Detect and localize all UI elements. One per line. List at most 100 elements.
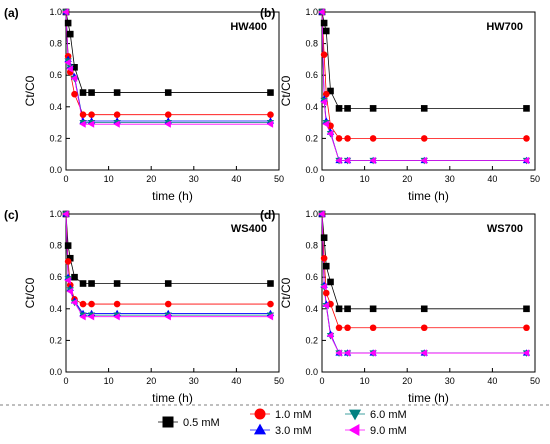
data-point — [343, 349, 351, 357]
data-point — [327, 278, 334, 286]
data-point — [318, 8, 325, 16]
x-tick-label: 30 — [445, 376, 455, 386]
y-axis-label: Ct/C0 — [279, 277, 293, 308]
data-point — [320, 19, 328, 27]
data-point — [164, 313, 171, 321]
data-point — [64, 19, 72, 27]
x-tick-label: 20 — [402, 376, 412, 386]
plot-frame — [65, 11, 280, 171]
data-point — [267, 111, 274, 118]
legend-marker — [162, 416, 174, 428]
data-point — [87, 313, 95, 321]
data-point — [66, 254, 74, 262]
data-point — [344, 105, 351, 112]
data-point — [71, 90, 78, 98]
data-point — [335, 135, 343, 142]
data-point — [266, 120, 274, 128]
data-point — [322, 262, 330, 270]
data-point — [62, 210, 69, 218]
data-point — [267, 300, 274, 308]
panel-letter: (b) — [260, 6, 275, 20]
data-point — [113, 111, 121, 118]
y-axis-label: Ct/C0 — [279, 75, 293, 106]
data-point — [335, 105, 343, 112]
data-point — [523, 305, 530, 313]
data-point — [267, 280, 274, 287]
y-tick-label: 0.6 — [305, 70, 318, 80]
y-tick-label: 1.0 — [49, 7, 62, 17]
data-point — [344, 135, 351, 142]
panel-title: HW700 — [486, 21, 523, 33]
x-tick-label: 20 — [402, 174, 412, 184]
data-point — [164, 280, 172, 287]
data-point — [335, 349, 342, 357]
data-point — [113, 89, 121, 96]
panel-title: WS400 — [231, 223, 267, 235]
data-point — [326, 332, 334, 340]
x-axis-label: time (h) — [408, 391, 449, 405]
panel-letter: (d) — [260, 208, 275, 222]
y-axis-label: Ct/C0 — [23, 75, 37, 106]
y-tick-label: 0.8 — [49, 241, 62, 251]
data-point — [164, 120, 171, 128]
data-point — [66, 30, 74, 38]
y-axis-label: Ct/C0 — [23, 277, 37, 308]
data-point — [523, 135, 530, 142]
chart-panel-3: 0 10 20 30 40 50 0.0 0.2 0.4 0.6 0.8 1.0 time (h) Ct/… — [4, 208, 284, 405]
data-point — [343, 156, 351, 165]
legend-marker — [348, 409, 362, 421]
x-tick-label: 30 — [445, 174, 455, 184]
x-axis-label: time (h) — [408, 189, 449, 203]
data-point — [335, 305, 343, 313]
data-point — [320, 254, 328, 262]
data-point — [523, 324, 530, 332]
legend-label: 1.0 mM — [275, 409, 312, 421]
y-tick-label: 0.8 — [305, 241, 318, 251]
x-tick-label: 50 — [530, 376, 540, 386]
data-point — [420, 156, 427, 165]
data-point — [66, 65, 73, 73]
data-point — [64, 58, 71, 67]
data-point — [113, 280, 121, 287]
panel-letter: (c) — [4, 208, 19, 222]
data-point — [322, 289, 330, 297]
y-tick-label: 0.0 — [305, 367, 318, 377]
data-point — [79, 120, 86, 128]
legend-label: 6.0 mM — [370, 409, 407, 421]
data-point — [320, 51, 328, 58]
data-point — [523, 105, 530, 112]
x-axis-label: time (h) — [152, 189, 193, 203]
data-point — [266, 313, 274, 321]
data-point — [522, 349, 530, 357]
panel-letter: (a) — [4, 6, 19, 20]
x-tick-label: 40 — [487, 376, 497, 386]
x-tick-label: 20 — [146, 174, 156, 184]
data-point — [522, 156, 530, 165]
legend: 0.5 mM 1.0 mM 3.0 mM 6.0 mM 9.0 mM — [158, 408, 407, 437]
data-point — [113, 313, 120, 321]
data-point — [369, 349, 376, 357]
y-tick-label: 0.6 — [305, 272, 318, 282]
data-point — [79, 89, 87, 96]
data-point — [322, 302, 329, 310]
x-tick-label: 10 — [360, 174, 370, 184]
legend-item: 1.0 mM — [250, 408, 312, 421]
data-point — [88, 300, 95, 308]
data-point — [113, 120, 120, 128]
data-point — [335, 324, 343, 332]
data-point — [369, 305, 377, 313]
y-tick-label: 0.0 — [49, 367, 62, 377]
x-tick-label: 0 — [319, 174, 324, 184]
legend-item: 3.0 mM — [250, 423, 312, 437]
data-point — [420, 349, 427, 357]
chart-panel-2: 0 10 20 30 40 50 0.0 0.2 0.4 0.6 0.8 1.0 time (h) Ct/… — [260, 6, 540, 203]
y-tick-label: 0.4 — [49, 102, 62, 112]
y-tick-label: 0.6 — [49, 272, 62, 282]
y-tick-label: 0.4 — [305, 102, 318, 112]
data-point — [369, 135, 377, 142]
data-point — [70, 74, 78, 82]
data-point — [88, 111, 95, 118]
x-tick-label: 40 — [231, 174, 241, 184]
data-point — [66, 287, 73, 296]
